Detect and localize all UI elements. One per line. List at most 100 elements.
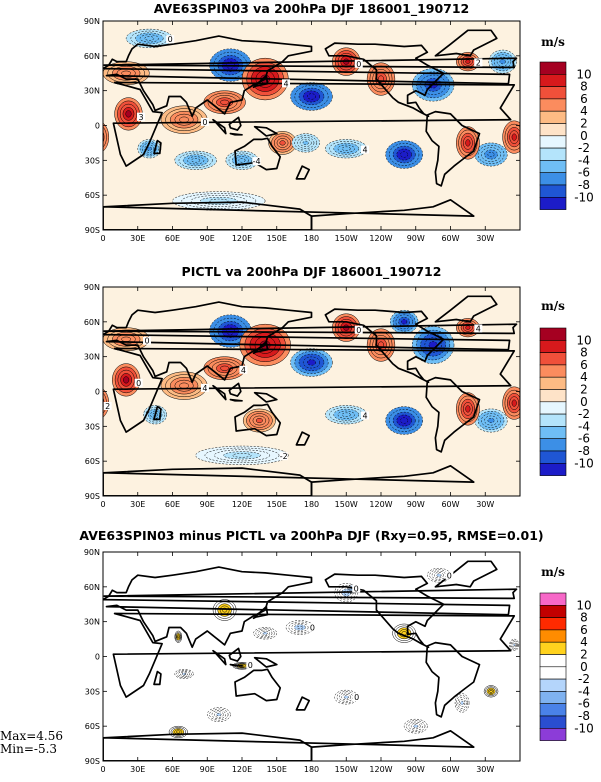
- field-contour: [191, 158, 201, 163]
- colorbar-box: [539, 691, 567, 705]
- coastline: [253, 391, 278, 403]
- contour-label-bg: [134, 378, 143, 387]
- contour-label: 0: [144, 337, 149, 346]
- field-contour: [170, 727, 186, 737]
- field-contour: [413, 724, 419, 728]
- field-contour: [454, 693, 470, 713]
- colorbar-label: -4: [578, 684, 590, 698]
- colorbar-box: [539, 86, 567, 100]
- colorbar-box: [539, 376, 567, 390]
- field-contour: [487, 151, 495, 158]
- coastline: [103, 729, 475, 761]
- field-contour: [400, 417, 409, 424]
- y-tick-label: 0: [95, 653, 100, 662]
- field-contour: [465, 405, 471, 413]
- contour-label: 4: [476, 324, 481, 333]
- field-contour: [485, 686, 497, 697]
- field-contour: [255, 417, 263, 424]
- coastline: [112, 81, 516, 167]
- x-tick-label: 30W: [476, 234, 494, 243]
- y-tick-label: 90N: [84, 17, 100, 26]
- coastline: [228, 116, 242, 131]
- colorbar-label: 0: [580, 395, 588, 409]
- contour-label-bg: [354, 59, 363, 68]
- field-contour: [487, 417, 495, 424]
- field-contour: [401, 319, 408, 325]
- field-contour: [460, 700, 464, 706]
- field-contour: [483, 685, 499, 698]
- colorbar-box: [539, 438, 567, 452]
- coastline: [103, 323, 518, 335]
- field-contour: [279, 140, 286, 146]
- x-tick-label: 150E: [267, 234, 287, 243]
- field-contour: [509, 638, 520, 651]
- coastline: [153, 670, 162, 686]
- colorbar-label: -10: [574, 721, 594, 735]
- contour-label-bg: [474, 58, 483, 67]
- coastline: [112, 612, 516, 698]
- field-contour: [341, 146, 351, 151]
- colorbar-box: [539, 197, 567, 210]
- colorbar-box: [539, 123, 567, 137]
- colorbar-box: [539, 703, 567, 717]
- colorbar-label: -4: [578, 419, 590, 433]
- y-tick-label: 60S: [85, 191, 100, 200]
- coastline: [434, 295, 498, 323]
- colorbar-box: [539, 727, 567, 741]
- coastline: [252, 605, 269, 620]
- coastline: [425, 376, 481, 453]
- panel-title: AVE63SPIN03 va 200hPa DJF 186001_190712: [154, 1, 470, 17]
- stat-min: Min=-5.3: [0, 742, 57, 756]
- field-contour: [511, 399, 517, 407]
- colorbar-unit: m/s: [541, 35, 565, 49]
- coastline: [234, 403, 282, 437]
- field-contour: [512, 642, 517, 648]
- x-tick-label: 150W: [335, 234, 358, 243]
- x-tick-label: 120W: [369, 500, 392, 509]
- colorbar-unit: m/s: [541, 565, 565, 579]
- coastline: [228, 647, 242, 662]
- field-contour: [144, 36, 155, 41]
- colorbar-box: [539, 74, 567, 87]
- y-tick-label: 90S: [85, 492, 100, 501]
- field-contour: [179, 116, 189, 123]
- field-contour: [465, 325, 471, 330]
- coastline: [103, 464, 475, 496]
- field-contour: [456, 695, 468, 711]
- coastline: [212, 649, 227, 666]
- y-tick-label: 0: [95, 388, 100, 397]
- colorbar-box: [539, 666, 567, 680]
- contour-label-bg: [361, 145, 370, 154]
- colorbar-box: [539, 450, 567, 464]
- colorbar-label: -8: [578, 709, 590, 723]
- coastline: [234, 137, 282, 171]
- colorbar-box: [539, 629, 567, 643]
- x-tick-label: 150W: [335, 500, 358, 509]
- field-contour: [459, 698, 466, 707]
- field-contour: [174, 669, 194, 679]
- coastline: [434, 29, 498, 57]
- contour-label-bg: [352, 584, 361, 593]
- colorbar-label: 8: [580, 346, 588, 360]
- x-tick-label: 90W: [407, 500, 425, 509]
- x-tick-label: 60E: [165, 234, 180, 243]
- x-tick-label: 30E: [130, 500, 145, 509]
- field-contour: [255, 628, 275, 639]
- colorbar-label: 0: [580, 129, 588, 143]
- colorbar-box: [539, 641, 567, 655]
- colorbar-box: [539, 389, 567, 403]
- colorbar-label: -8: [578, 444, 590, 458]
- colorbar-unit: m/s: [541, 299, 565, 313]
- x-tick-label: 150W: [335, 765, 358, 774]
- contour-label-bg: [143, 336, 152, 345]
- field-contour: [511, 641, 518, 649]
- colorbar-box: [539, 98, 567, 112]
- field-contour: [410, 723, 421, 730]
- contour-label-bg: [166, 35, 175, 44]
- colorbar-label: 8: [580, 80, 588, 94]
- y-tick-label: 30N: [84, 87, 100, 96]
